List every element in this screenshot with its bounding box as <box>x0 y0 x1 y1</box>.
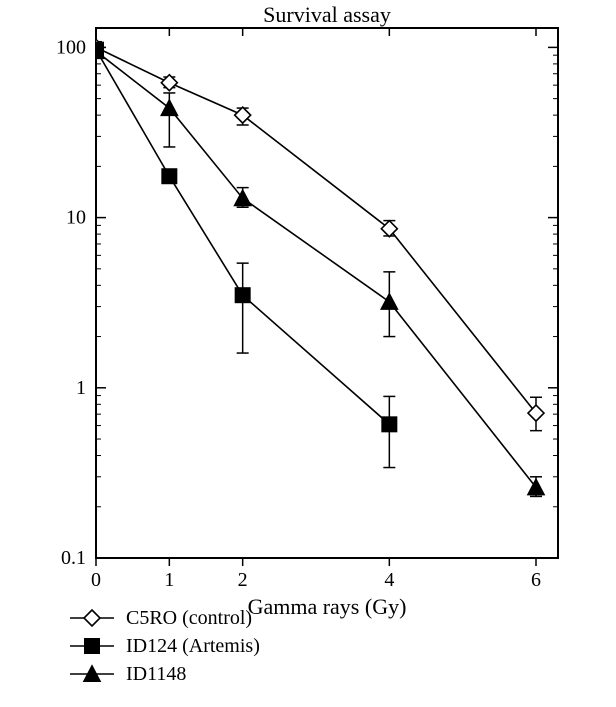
x-tick-label: 6 <box>531 569 541 591</box>
legend-label: ID1148 <box>126 663 186 685</box>
y-tick-label: 100 <box>56 36 86 58</box>
series-ID1148 <box>88 43 544 496</box>
x-axis-label: Gamma rays (Gy) <box>248 594 407 619</box>
x-tick-label: 4 <box>384 569 394 591</box>
x-tick-label: 0 <box>91 569 101 591</box>
legend-item-ID124: ID124 (Artemis) <box>70 635 260 657</box>
chart-title: Survival assay <box>263 2 391 27</box>
legend-label: C5RO (control) <box>126 607 252 629</box>
legend-item-ID1148: ID1148 <box>70 663 186 685</box>
x-tick-label: 2 <box>238 569 248 591</box>
x-tick-label: 1 <box>164 569 174 591</box>
y-tick-label: 1 <box>76 377 86 399</box>
y-tick-label: 10 <box>66 207 86 229</box>
legend-label: ID124 (Artemis) <box>126 635 260 657</box>
legend-item-C5RO: C5RO (control) <box>70 607 252 629</box>
survival-chart: Survival assay 0 1 2 4 6 Gamma rays (Gy) 0.1 1 10… <box>0 0 616 707</box>
y-tick-label: 0.1 <box>61 547 86 569</box>
